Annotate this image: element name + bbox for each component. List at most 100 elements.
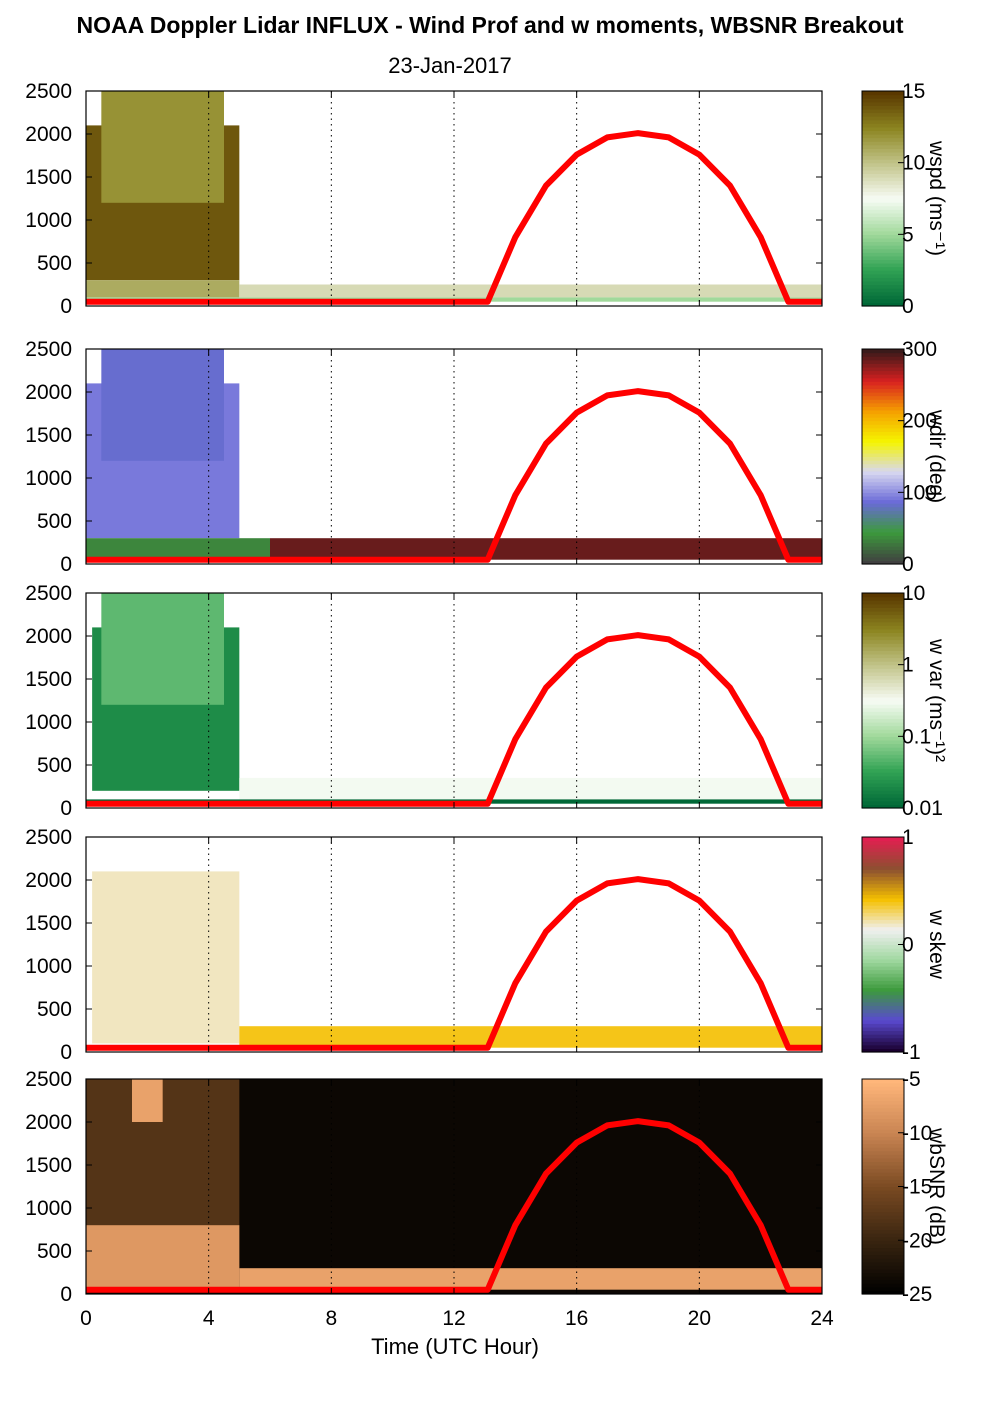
- colorbar-swatch: [862, 1104, 904, 1109]
- colorbar-swatch: [862, 198, 904, 203]
- colorbar-swatch: [862, 650, 904, 655]
- colorbar-swatch: [862, 1150, 904, 1155]
- data-region: [239, 777, 823, 800]
- colorbar-swatch: [862, 948, 904, 953]
- colorbar-swatch: [862, 1218, 904, 1223]
- colorbar-swatch: [862, 632, 904, 637]
- colorbar-swatch: [862, 277, 904, 282]
- colorbar-swatch: [862, 1044, 904, 1050]
- colorbar-swatch: [862, 1286, 904, 1292]
- colorbar-swatch: [862, 854, 904, 860]
- colorbar-swatch: [862, 1251, 904, 1256]
- overlay-line: [86, 130, 822, 305]
- colorbar-swatch: [862, 610, 904, 616]
- colorbar-swatch: [862, 1208, 904, 1213]
- colorbar-swatch: [862, 377, 904, 382]
- colorbar-swatch: [862, 1175, 904, 1180]
- colorbar-swatch: [862, 535, 904, 540]
- colorbar-swatch: [862, 1161, 904, 1166]
- colorbar-swatch: [862, 628, 904, 634]
- colorbar-swatch: [862, 847, 904, 852]
- colorbar-swatch: [862, 546, 904, 551]
- colorbar-swatch: [862, 553, 904, 558]
- x-axis-label: Time (UTC Hour): [371, 1334, 539, 1359]
- colorbar-swatch: [862, 643, 904, 648]
- colorbar-swatch: [862, 887, 904, 892]
- colorbar-swatch: [862, 1229, 904, 1234]
- colorbar-swatch: [862, 693, 904, 698]
- colorbar-swatch: [862, 445, 904, 450]
- y-tick-label: 2500: [25, 582, 72, 605]
- colorbar-swatch: [862, 349, 904, 354]
- colorbar-swatch: [862, 456, 904, 461]
- colorbar-swatch: [862, 682, 904, 687]
- colorbar-swatch: [862, 223, 904, 228]
- colorbar-swatch: [862, 460, 904, 465]
- colorbar-swatch: [862, 837, 904, 842]
- colorbar-tick-label: 200: [902, 410, 937, 433]
- y-tick-label: 1500: [25, 166, 72, 189]
- colorbar-swatch: [862, 467, 904, 472]
- colorbar-swatch: [862, 1086, 904, 1091]
- y-tick-label: 2500: [25, 1068, 72, 1091]
- colorbar-swatch: [862, 940, 904, 946]
- colorbar-swatch: [862, 621, 904, 626]
- colorbar-swatch: [862, 1118, 904, 1123]
- colorbar-swatch: [862, 409, 904, 415]
- colorbar-swatch: [862, 94, 904, 99]
- colorbar-swatch: [862, 130, 904, 135]
- colorbar-swatch: [862, 352, 904, 357]
- y-tick-label: 1500: [25, 912, 72, 935]
- y-tick-label: 1500: [25, 424, 72, 447]
- colorbar-swatch: [862, 908, 904, 913]
- colorbar-swatch: [862, 202, 904, 207]
- colorbar-swatch: [862, 560, 904, 565]
- colorbar-swatch: [862, 1186, 904, 1191]
- colorbar-swatch: [862, 302, 904, 307]
- colorbar-tick-label: 15: [902, 80, 925, 103]
- colorbar-swatch: [862, 1243, 904, 1249]
- colorbar-swatch: [862, 1001, 904, 1007]
- data-region: [86, 280, 240, 298]
- colorbar-swatch: [862, 675, 904, 680]
- colorbar-swatch: [862, 169, 904, 175]
- y-tick-label: 2000: [25, 1111, 72, 1134]
- colorbar-swatch: [862, 750, 904, 755]
- colorbar-swatch: [862, 252, 904, 257]
- y-tick-label: 0: [60, 797, 72, 820]
- colorbar-swatch: [862, 865, 904, 870]
- colorbar-tick-label: 10: [902, 582, 925, 605]
- colorbar-swatch: [862, 1147, 904, 1152]
- x-tick-label: 12: [442, 1307, 465, 1330]
- colorbar-swatch: [862, 151, 904, 157]
- colorbar-swatch: [862, 722, 904, 727]
- colorbar-swatch: [862, 1276, 904, 1281]
- colorbar-swatch: [862, 241, 904, 246]
- colorbar-swatch: [862, 844, 904, 849]
- colorbar-swatch: [862, 245, 904, 250]
- colorbar-swatch: [862, 230, 904, 235]
- colorbar-label: w var (ms⁻¹)²: [925, 638, 948, 762]
- colorbar-swatch: [862, 937, 904, 942]
- y-tick-label: 0: [60, 295, 72, 318]
- colorbar-swatch: [862, 869, 904, 874]
- colorbar-swatch: [862, 772, 904, 777]
- y-tick-label: 1500: [25, 1154, 72, 1177]
- colorbar-swatch: [862, 220, 904, 225]
- colorbar-swatch: [862, 485, 904, 490]
- colorbar-swatch: [862, 402, 904, 407]
- colorbar-swatch: [862, 273, 904, 278]
- colorbar-swatch: [862, 424, 904, 429]
- data-region: [92, 871, 240, 1044]
- colorbar-swatch: [862, 237, 904, 243]
- colorbar-swatch: [862, 732, 904, 737]
- x-tick-label: 20: [688, 1307, 711, 1330]
- colorbar-swatch: [862, 159, 904, 164]
- y-tick-label: 2500: [25, 826, 72, 849]
- x-tick-label: 0: [80, 1307, 92, 1330]
- colorbar-swatch: [862, 1265, 904, 1270]
- colorbar-swatch: [862, 998, 904, 1003]
- colorbar-swatch: [862, 1114, 904, 1120]
- colorbar-swatch: [862, 449, 904, 454]
- colorbar-swatch: [862, 413, 904, 418]
